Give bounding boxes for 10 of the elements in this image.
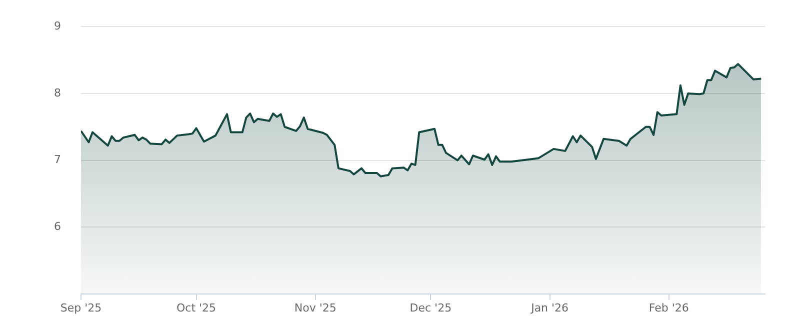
x-tick-label: Dec '25 xyxy=(410,301,452,314)
x-tick-label: Jan '26 xyxy=(530,301,569,314)
y-tick-label: 9 xyxy=(54,19,61,32)
y-tick-label: 7 xyxy=(54,153,61,166)
x-tick-label: Sep '25 xyxy=(60,301,102,314)
x-tick-label: Oct '25 xyxy=(176,301,216,314)
y-tick-label: 6 xyxy=(54,220,61,234)
x-tick-label: Feb '26 xyxy=(648,301,689,314)
y-tick-label: 8 xyxy=(54,86,61,100)
x-tick-label: Nov '25 xyxy=(294,301,336,314)
